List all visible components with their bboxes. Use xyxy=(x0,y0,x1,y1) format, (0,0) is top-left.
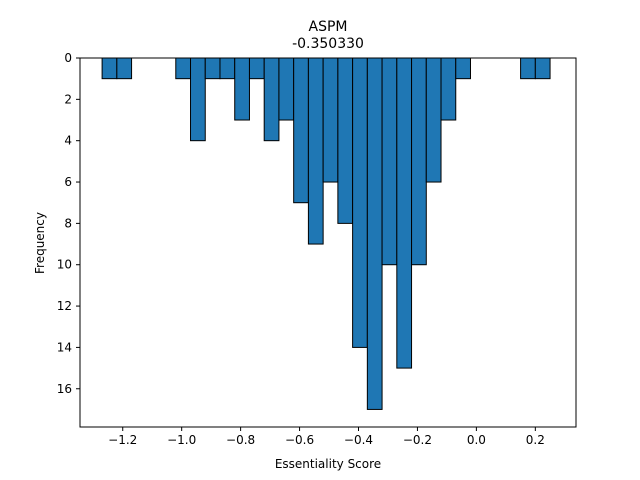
histogram-bar xyxy=(352,57,368,348)
histogram-bar xyxy=(263,57,280,142)
x-axis: −1.2 −1.0 −0.8 −0.6 −0.4 −0.2 0.0 0.2 xyxy=(108,427,545,447)
histogram-bar xyxy=(234,57,250,121)
plot-frame xyxy=(79,57,577,428)
histogram-bar xyxy=(534,57,551,80)
histogram-bar xyxy=(520,57,536,80)
bars-group xyxy=(101,57,551,410)
y-tick-label: 14 xyxy=(57,340,72,354)
y-tick-label: 4 xyxy=(64,134,72,148)
x-tick-label: −0.2 xyxy=(403,433,432,447)
x-tick-label: −0.4 xyxy=(344,433,373,447)
y-axis: 0 2 4 6 8 10 12 14 16 xyxy=(57,51,80,396)
x-tick-label: −1.0 xyxy=(167,433,196,447)
histogram-bar xyxy=(425,57,442,183)
x-tick-label: −1.2 xyxy=(108,433,137,447)
histogram-bar xyxy=(455,57,471,80)
y-tick-label: 16 xyxy=(57,382,72,396)
y-tick-label: 6 xyxy=(64,175,72,189)
x-axis-label: Essentiality Score xyxy=(275,457,381,471)
histogram-bar xyxy=(116,57,133,80)
chart-title: ASPM xyxy=(309,19,348,35)
chart-subtitle: -0.350330 xyxy=(292,36,364,52)
histogram-bar xyxy=(219,57,236,80)
histogram-bar xyxy=(307,57,324,245)
x-tick-label: 0.0 xyxy=(467,433,486,447)
histogram-bar xyxy=(322,57,339,183)
y-tick-label: 8 xyxy=(64,216,72,230)
y-tick-label: 2 xyxy=(64,92,72,106)
y-axis-label: Frequency xyxy=(33,212,47,274)
histogram-bar xyxy=(396,57,413,369)
x-tick-label: −0.6 xyxy=(285,433,314,447)
histogram-bar xyxy=(278,57,295,121)
histogram-bar xyxy=(366,57,383,410)
histogram-bar xyxy=(440,57,457,121)
y-tick-label: 0 xyxy=(64,51,72,65)
x-tick-label: −0.8 xyxy=(226,433,255,447)
histogram-bar xyxy=(204,57,221,80)
histogram-bar xyxy=(248,57,265,80)
histogram-bar xyxy=(337,57,354,224)
histogram-bar xyxy=(175,57,192,80)
y-tick-label: 10 xyxy=(57,258,72,272)
y-tick-label: 12 xyxy=(57,299,72,313)
histogram-bar xyxy=(411,57,427,266)
histogram-bar xyxy=(293,57,309,204)
histogram-bar xyxy=(190,57,206,142)
histogram-bar xyxy=(101,57,118,80)
x-tick-label: 0.2 xyxy=(526,433,545,447)
histogram-bar xyxy=(381,57,398,266)
